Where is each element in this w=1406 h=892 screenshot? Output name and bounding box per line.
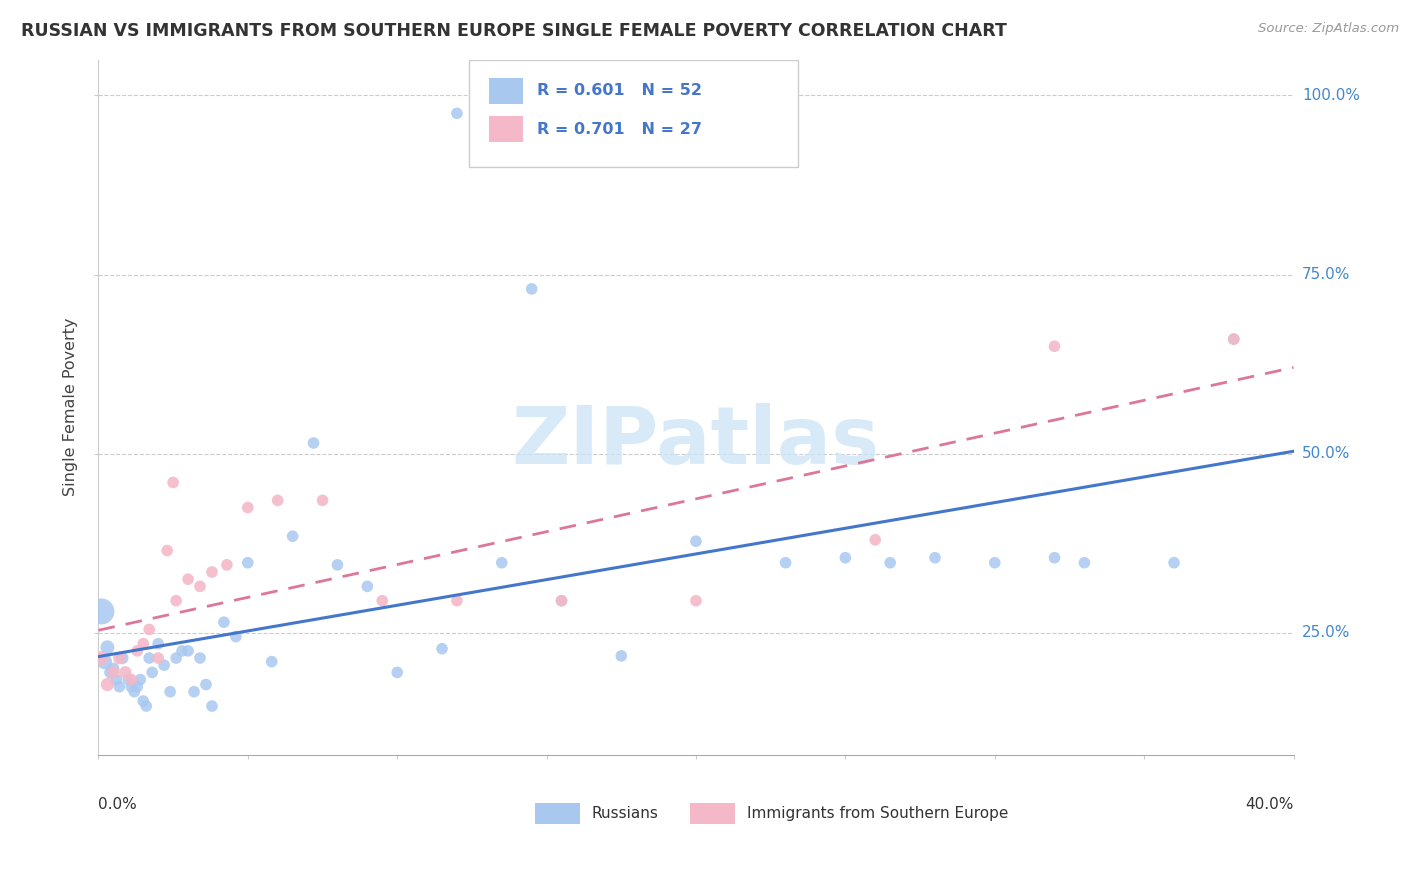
Point: [108, 680, 131, 694]
Text: Immigrants from Southern Europe: Immigrants from Southern Europe: [748, 806, 1008, 822]
Point: [550, 593, 572, 607]
Point: [446, 593, 468, 607]
Point: [520, 282, 543, 296]
Point: [212, 615, 235, 630]
Point: [90, 604, 112, 618]
Point: [879, 556, 901, 570]
Point: [225, 630, 247, 644]
Text: 25.0%: 25.0%: [1302, 625, 1350, 640]
Point: [108, 651, 131, 665]
Point: [138, 651, 160, 665]
Point: [924, 550, 946, 565]
FancyBboxPatch shape: [470, 60, 797, 168]
Point: [98, 665, 122, 680]
Point: [124, 684, 146, 698]
Point: [138, 623, 160, 637]
Point: [127, 644, 149, 658]
Text: RUSSIAN VS IMMIGRANTS FROM SOUTHERN EUROPE SINGLE FEMALE POVERTY CORRELATION CHA: RUSSIAN VS IMMIGRANTS FROM SOUTHERN EURO…: [21, 22, 1007, 40]
Bar: [489, 116, 523, 143]
Point: [685, 534, 707, 549]
Point: [103, 665, 125, 680]
Point: [236, 556, 259, 570]
Point: [302, 436, 325, 450]
Point: [103, 662, 125, 676]
Point: [127, 680, 149, 694]
Text: 100.0%: 100.0%: [1302, 88, 1360, 103]
Point: [148, 651, 170, 665]
Point: [236, 500, 259, 515]
Point: [120, 680, 142, 694]
Text: ZIPatlas: ZIPatlas: [512, 403, 880, 481]
Text: 75.0%: 75.0%: [1302, 267, 1350, 282]
Point: [135, 699, 157, 714]
Bar: [489, 78, 523, 104]
Text: Source: ZipAtlas.com: Source: ZipAtlas.com: [1258, 22, 1399, 36]
Point: [267, 493, 290, 508]
Point: [491, 556, 513, 570]
Point: [159, 684, 181, 698]
Point: [550, 593, 572, 607]
Point: [984, 556, 1007, 570]
Text: Russians: Russians: [592, 806, 659, 822]
Point: [1163, 556, 1185, 570]
Bar: [690, 804, 735, 824]
Point: [1043, 550, 1066, 565]
Point: [177, 644, 200, 658]
Point: [156, 543, 179, 558]
Point: [1073, 556, 1095, 570]
Point: [865, 533, 887, 547]
Point: [105, 673, 128, 687]
Point: [446, 106, 468, 120]
Point: [188, 579, 211, 593]
Point: [195, 677, 218, 691]
Point: [177, 572, 200, 586]
Point: [165, 593, 187, 607]
Point: [188, 651, 211, 665]
Point: [326, 558, 349, 572]
Point: [120, 673, 142, 687]
Point: [834, 550, 856, 565]
Point: [311, 493, 333, 508]
Point: [141, 665, 163, 680]
Point: [356, 579, 378, 593]
Text: 50.0%: 50.0%: [1302, 446, 1350, 461]
Point: [201, 699, 224, 714]
Point: [111, 651, 134, 665]
Point: [132, 694, 155, 708]
Text: R = 0.701   N = 27: R = 0.701 N = 27: [537, 121, 702, 136]
Point: [165, 651, 187, 665]
Point: [153, 658, 176, 673]
Point: [117, 673, 139, 687]
Point: [201, 565, 224, 579]
Point: [1223, 332, 1246, 346]
Point: [610, 648, 633, 663]
Point: [1223, 332, 1246, 346]
Point: [172, 644, 194, 658]
Point: [96, 677, 118, 691]
Bar: [534, 804, 581, 824]
Point: [371, 593, 394, 607]
Point: [183, 684, 205, 698]
Text: R = 0.601   N = 52: R = 0.601 N = 52: [537, 83, 702, 98]
Text: 40.0%: 40.0%: [1246, 797, 1294, 812]
Point: [96, 640, 118, 655]
Point: [90, 651, 112, 665]
Point: [114, 665, 136, 680]
Point: [162, 475, 184, 490]
Point: [148, 637, 170, 651]
Point: [129, 673, 152, 687]
Point: [1043, 339, 1066, 353]
Point: [215, 558, 238, 572]
Point: [132, 637, 155, 651]
Point: [775, 556, 797, 570]
Point: [685, 593, 707, 607]
Point: [281, 529, 304, 543]
Point: [385, 665, 409, 680]
Text: 0.0%: 0.0%: [98, 797, 138, 812]
Y-axis label: Single Female Poverty: Single Female Poverty: [63, 318, 79, 497]
Point: [430, 641, 453, 656]
Point: [93, 655, 115, 669]
Point: [260, 655, 283, 669]
